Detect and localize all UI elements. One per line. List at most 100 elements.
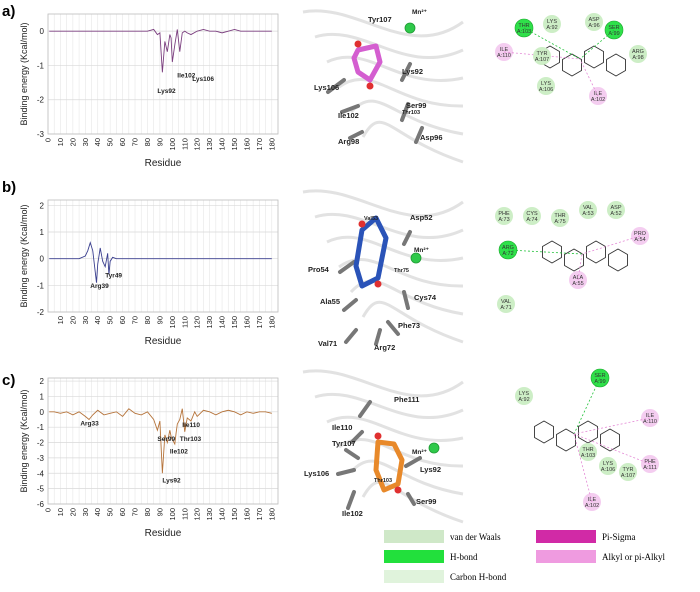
legend-swatch (384, 550, 444, 563)
residue-annotation: Lys92 (157, 88, 176, 95)
residue-name: ALA (573, 275, 584, 281)
residue-stick (336, 468, 356, 476)
x-tick-label: 100 (168, 138, 177, 151)
residue-stick (340, 104, 360, 114)
x-tick-label: 160 (242, 138, 251, 151)
y-tick-label: 2 (40, 377, 45, 386)
residue-name: THR (582, 447, 593, 453)
interaction-line (579, 58, 599, 97)
residue-name: VAL (501, 299, 511, 305)
interaction-line (573, 417, 651, 435)
y-tick-label: 2 (40, 201, 45, 210)
y-tick-label: 0 (40, 255, 45, 264)
residue-chain: A:92 (546, 25, 557, 31)
interaction-line (503, 51, 581, 60)
interaction-line (581, 235, 641, 255)
residue-stick (404, 456, 422, 468)
residue-name: PHE (644, 459, 656, 465)
residue-label: Thr75 (394, 268, 409, 274)
x-tick-label: 70 (131, 508, 140, 516)
residue-name: ILE (646, 413, 655, 419)
y-tick-label: -4 (37, 469, 45, 478)
residue-chain: A:53 (582, 211, 593, 217)
residue-chain: A:102 (591, 97, 605, 103)
residue-name: LYS (519, 391, 529, 397)
x-tick-label: 90 (155, 316, 164, 324)
residue-stick (326, 78, 346, 94)
residue-stick (406, 492, 416, 506)
x-tick-label: 160 (242, 316, 251, 329)
ligand-ring (584, 45, 604, 69)
residue-name: ASP (610, 205, 621, 211)
residue-chain: A:110 (643, 419, 657, 425)
residue-label: Ile110 (332, 423, 352, 432)
residue-name: ILE (500, 47, 509, 53)
protein-structure-b: Val53 Asp52 Pro54 Mn²⁺ Thr75 Ala55 Cys74 Val71 P… (302, 189, 464, 352)
residue-annotation: Ser99 (157, 436, 175, 443)
x-tick-label: 50 (106, 508, 115, 516)
residue-label: Thr103 (374, 478, 392, 484)
residue-annotation: Ile102 (177, 72, 195, 79)
x-tick-label: 110 (180, 508, 189, 520)
residue-label: Pro54 (308, 265, 330, 274)
residue-chain: A:102 (585, 503, 599, 509)
residue-chain: A:107 (535, 57, 549, 63)
plot-frame (47, 199, 279, 313)
residue-name: LYS (547, 19, 557, 25)
residue-name: SER (608, 25, 619, 31)
ligand-ring (606, 53, 626, 77)
residue-chain: A:72 (502, 251, 513, 257)
residue-chain: A:73 (498, 217, 509, 223)
panel-label-a: a) (2, 3, 16, 20)
residue-chain: A:111 (643, 465, 657, 471)
ligand-ring (556, 428, 576, 452)
legend-label: H-bond (450, 551, 478, 562)
residue-bubble (551, 209, 569, 227)
x-tick-label: 50 (106, 138, 115, 146)
x-tick-label: 180 (267, 138, 276, 151)
legend-swatch (536, 530, 596, 543)
residue-bubble (599, 457, 617, 475)
residue-label: Mn²⁺ (414, 247, 430, 254)
residue-label: Val71 (318, 339, 337, 348)
y-tick-label: -2 (37, 308, 45, 317)
residue-name: ILE (594, 91, 603, 97)
residue-label: Tyr107 (368, 15, 392, 24)
ribbon (326, 235, 464, 262)
residue-bubble (533, 47, 551, 65)
interaction-legend: van der Waals Pi-Sigma H-bond Alkyl or p… (384, 528, 684, 590)
x-tick-label: 30 (81, 138, 90, 146)
legend-swatch (536, 550, 596, 563)
residue-name: TYR (623, 467, 634, 473)
x-tick-label: 90 (155, 508, 164, 516)
ligand-ring (534, 420, 554, 444)
residue-label: Ile102 (338, 111, 359, 120)
x-axis-title: Residue (145, 158, 182, 168)
plot-frame (47, 377, 279, 505)
x-axis-title: Residue (145, 528, 182, 539)
residue-name: CYS (526, 211, 538, 217)
x-tick-label: 180 (267, 316, 276, 329)
residue-stick (402, 230, 412, 246)
x-tick-label: 70 (131, 138, 140, 146)
binding-energy-chart-c: 210-1-2-3-4-5-60 10 20 30 40 50 60 70 80 90 100 110… (19, 377, 279, 539)
ligand (351, 43, 383, 83)
interaction-diagram-b: PHEA:73CYSA:74THRA:75VALA:53ASPA:52PROA:… (495, 201, 649, 313)
x-tick-label: 70 (131, 316, 140, 324)
mn-ion (410, 252, 422, 264)
residue-label: Thr103 (402, 110, 420, 116)
y-tick-label: -6 (37, 500, 45, 509)
residue-label: Val53 (364, 216, 378, 222)
oxygen-atom (354, 40, 362, 48)
y-tick-label: -2 (37, 439, 45, 448)
residue-label: Mn²⁺ (412, 449, 428, 456)
residue-annotation: Arg39 (90, 283, 109, 290)
x-tick-label: 150 (230, 138, 239, 151)
